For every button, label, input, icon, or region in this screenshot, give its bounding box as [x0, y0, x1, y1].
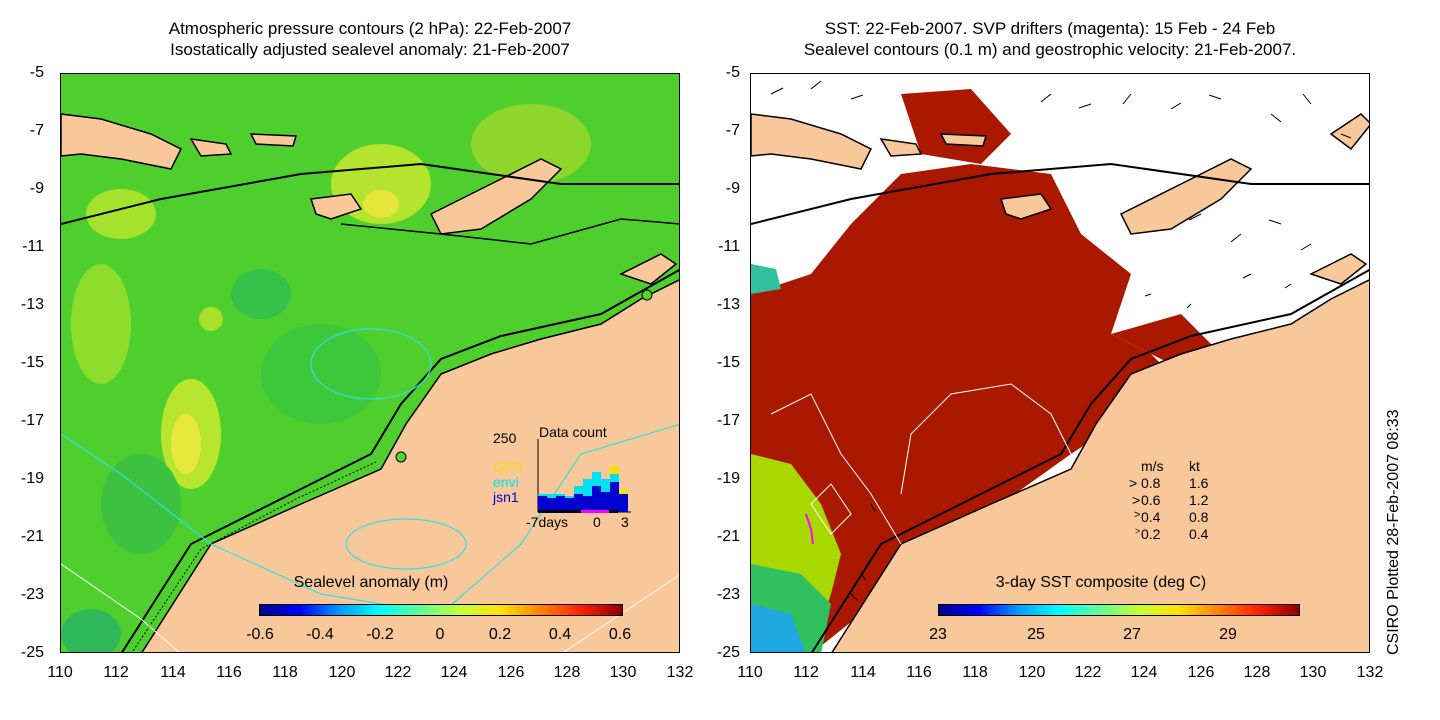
left-x-tick: 122 [384, 664, 412, 681]
left-title: Atmospheric pressure contours (2 hPa): 2… [60, 18, 680, 60]
right-title: SST: 22-Feb-2007. SVP drifters (magenta)… [700, 18, 1400, 60]
left-y-tick: -15 [20, 354, 44, 371]
data-count-x-left: -7days [526, 514, 569, 530]
left-cb-tick-7: 0.6 [608, 626, 632, 643]
left-title-line2: Isostatically adjusted sealevel anomaly:… [170, 40, 570, 59]
speed-kt-2: 1.2 [1189, 492, 1209, 508]
right-x-tick: 118 [962, 664, 988, 681]
right-x-tick: 114 [850, 664, 876, 681]
right-y-tick: -9 [725, 180, 740, 197]
data-count-x-three: 3 [621, 514, 629, 530]
right-cb-tick-1: 23 [929, 626, 947, 643]
left-x-tick: 126 [497, 664, 525, 681]
left-cb-tick-4: 0 [435, 626, 445, 643]
right-x-tick: 112 [793, 664, 819, 681]
legend-envi: envi [493, 474, 519, 490]
data-count-x-zero: 0 [593, 514, 601, 530]
plot-credit: CSIRO Plotted 28-Feb-2007 08:33 [1385, 409, 1402, 655]
speed-legend-header-kt: kt [1189, 458, 1200, 474]
sst-map: m/s kt > 0.8 1.6 > 0.6 1.2 > 0.4 0.8 > 0… [750, 73, 1370, 653]
left-y-tick: -19 [20, 470, 44, 487]
speed-legend-header-ms: m/s [1141, 458, 1164, 474]
right-y-tick: -7 [725, 122, 740, 139]
left-x-tick: 128 [553, 664, 581, 681]
right-y-tick: -11 [718, 238, 740, 255]
left-y-tick: -11 [22, 238, 44, 255]
right-x-tick: 122 [1074, 664, 1102, 681]
right-title-line2: Sealevel contours (0.1 m) and geostrophi… [803, 40, 1297, 59]
right-colorbar [938, 604, 1300, 616]
speed-arrow-2: > [1132, 492, 1141, 508]
left-cb-tick-6: 0.4 [548, 626, 572, 643]
left-cb-tick-2: -0.4 [306, 626, 334, 643]
left-x-tick: 112 [103, 664, 129, 681]
right-y-tick: -13 [716, 296, 740, 313]
sealevel-anomaly-map: 250 Data count GFO envi jsn1 -7days [60, 73, 680, 653]
left-cb-tick-1: -0.6 [246, 626, 274, 643]
right-colorbar-title: 3-day SST composite (deg C) [995, 574, 1207, 591]
speed-kt-1: 1.6 [1189, 475, 1209, 491]
legend-gfo: GFO [493, 459, 524, 475]
right-y-tick: -21 [716, 528, 740, 545]
right-x-tick: 132 [1356, 664, 1384, 681]
right-x-tick: 128 [1243, 664, 1271, 681]
data-count-ymax: 250 [493, 430, 517, 446]
sealevel-anomaly-map-graphic [61, 74, 679, 652]
left-title-line1: Atmospheric pressure contours (2 hPa): 2… [168, 19, 572, 38]
speed-ms-3: 0.4 [1141, 509, 1161, 525]
left-y-tick: -21 [20, 528, 44, 545]
left-y-tick: -23 [20, 586, 44, 603]
right-y-tick: -17 [716, 412, 740, 429]
data-count-bars [537, 439, 631, 513]
right-y-tick: -5 [725, 64, 740, 81]
data-count-inset: 250 Data count GFO envi jsn1 -7days [481, 424, 679, 534]
speed-legend: m/s kt > 0.8 1.6 > 0.6 1.2 > 0.4 0.8 > 0… [1129, 458, 1249, 548]
sst-map-graphic [751, 74, 1369, 652]
left-x-tick: 130 [609, 664, 637, 681]
right-y-tick: -25 [716, 644, 740, 661]
speed-arrow-4: > [1135, 526, 1141, 536]
left-y-tick: -9 [29, 180, 44, 197]
right-x-tick: 124 [1130, 664, 1158, 681]
left-colorbar-title: Sealevel anomaly (m) [293, 574, 449, 591]
right-x-tick: 110 [737, 664, 763, 681]
legend-jsn1: jsn1 [493, 489, 519, 505]
speed-ms-2: 0.6 [1141, 492, 1161, 508]
speed-kt-3: 0.8 [1189, 509, 1209, 525]
left-x-tick: 124 [440, 664, 468, 681]
speed-kt-4: 0.4 [1189, 526, 1209, 542]
left-y-tick: -17 [20, 412, 44, 429]
left-y-tick: -25 [20, 644, 44, 661]
right-x-tick: 130 [1299, 664, 1327, 681]
right-cb-tick-3: 27 [1123, 626, 1141, 643]
right-cb-tick-4: 29 [1219, 626, 1237, 643]
left-x-tick: 118 [272, 664, 298, 681]
left-y-tick: -7 [29, 122, 44, 139]
left-colorbar [259, 604, 623, 616]
speed-arrow-1: > [1129, 475, 1138, 491]
left-x-tick: 114 [160, 664, 186, 681]
left-x-tick: 116 [216, 664, 242, 681]
left-x-tick: 120 [328, 664, 356, 681]
left-cb-tick-3: -0.2 [366, 626, 394, 643]
right-x-tick: 120 [1018, 664, 1046, 681]
right-y-tick: -23 [716, 586, 740, 603]
speed-ms-4: 0.2 [1141, 526, 1161, 542]
right-title-line1: SST: 22-Feb-2007. SVP drifters (magenta)… [824, 19, 1276, 38]
right-x-tick: 116 [906, 664, 932, 681]
right-y-tick: -15 [716, 354, 740, 371]
speed-ms-1: 0.8 [1141, 475, 1161, 491]
left-y-tick: -13 [20, 296, 44, 313]
right-x-tick: 126 [1187, 664, 1215, 681]
data-count-label: Data count [539, 424, 607, 440]
left-x-tick: 132 [666, 664, 694, 681]
left-cb-tick-5: 0.2 [488, 626, 512, 643]
right-cb-tick-2: 25 [1027, 626, 1045, 643]
left-x-tick: 110 [47, 664, 73, 681]
left-y-tick: -5 [29, 64, 44, 81]
speed-arrow-3: > [1134, 509, 1141, 521]
right-y-tick: -19 [716, 470, 740, 487]
